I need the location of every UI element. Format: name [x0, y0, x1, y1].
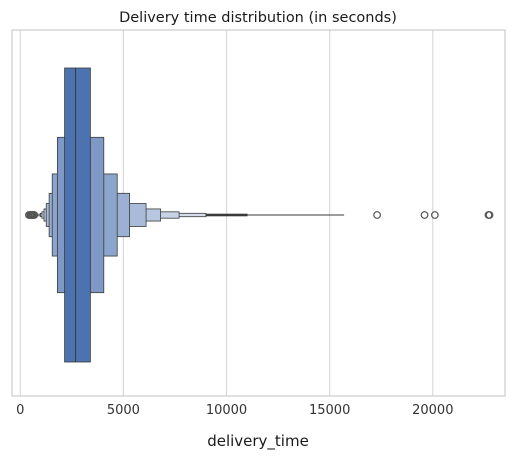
boxen-level-0 — [64, 67, 91, 363]
outlier-high-0 — [373, 211, 382, 219]
x-tick-label-3: 15000 — [309, 403, 350, 418]
chart-marks — [25, 68, 494, 362]
outlier-high-2 — [430, 211, 439, 219]
x-tick-label-2: 10000 — [206, 403, 247, 418]
chart-title: Delivery time distribution (in seconds) — [119, 10, 397, 26]
outlier-high-1 — [420, 211, 429, 219]
plot-frame — [11, 29, 506, 397]
outlier-low-6 — [30, 211, 39, 219]
boxen-levels — [38, 67, 248, 363]
x-tick-labels: 0 5000 10000 15000 20000 — [16, 403, 453, 418]
x-tick-label-4: 20000 — [412, 403, 453, 418]
x-axis-label: delivery_time — [207, 432, 309, 451]
x-tick-label-1: 5000 — [107, 403, 140, 418]
x-tick-label-0: 0 — [16, 403, 24, 418]
outlier-high-4 — [485, 211, 494, 219]
